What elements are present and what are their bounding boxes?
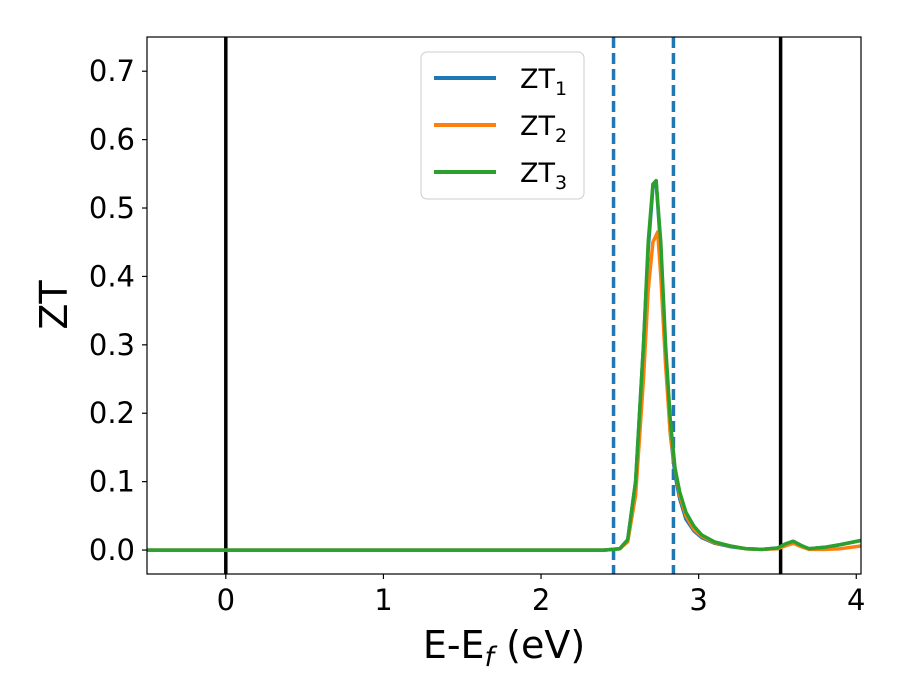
x-axis-label: E-Ef (eV) (423, 623, 585, 673)
data-series (147, 178, 861, 552)
legend-label-zt1: ZT1 (520, 64, 567, 100)
y-tick-label: 0.5 (89, 191, 135, 225)
x-tick-label: 2 (532, 583, 550, 617)
y-tick-label: 0.6 (89, 123, 135, 157)
y-tick-label: 0.3 (89, 328, 135, 362)
x-tick-label: 1 (374, 583, 392, 617)
x-tick-label: 0 (217, 583, 235, 617)
y-tick-label: 0.4 (89, 259, 135, 293)
plot-frame (146, 36, 862, 575)
legend-box (420, 51, 585, 200)
y-axis: 0.0 0.1 0.2 0.3 0.4 0.5 0.6 0.7 (89, 54, 147, 567)
x-axis: 0 1 2 3 4 (217, 574, 865, 617)
legend-label-zt2: ZT2 (520, 111, 567, 147)
legend-label-zt3: ZT3 (520, 158, 567, 194)
x-tick-label: 3 (689, 583, 707, 617)
x-tick-label: 4 (847, 583, 865, 617)
y-tick-label: 0.2 (89, 396, 135, 430)
x-axis-label-unit: (eV) (494, 623, 585, 667)
y-tick-label: 0.7 (89, 54, 135, 88)
legend: ZT1 ZT2 ZT3 (420, 51, 585, 200)
y-axis-label: ZT (32, 280, 76, 330)
series-line-zt3 (147, 178, 861, 552)
y-tick-label: 0.1 (89, 465, 135, 499)
y-tick-label: 0.0 (89, 533, 135, 567)
reference-lines (224, 37, 783, 574)
x-axis-label-main: E-E (423, 623, 485, 667)
